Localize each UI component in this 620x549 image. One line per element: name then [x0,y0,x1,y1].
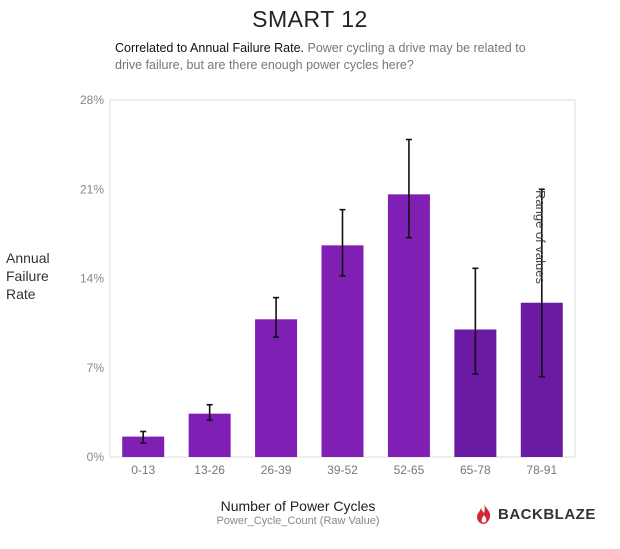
x-tick-label: 65-78 [460,463,491,477]
x-tick-label: 26-39 [261,463,292,477]
bar [255,319,298,457]
range-annotation: Range of values [533,190,548,284]
y-tick-label: 14% [80,272,104,286]
x-tick-label: 39-52 [327,463,358,477]
y-tick-label: 28% [80,93,104,107]
x-axis-label: Number of Power Cycles [220,498,376,514]
x-tick-label: 0-13 [131,463,155,477]
x-axis-sublabel: Power_Cycle_Count (Raw Value) [216,515,380,527]
flame-icon [477,504,491,524]
chart-title: SMART 12 [252,6,368,32]
bar [321,245,364,457]
y-tick-label: 7% [87,361,105,375]
chart-subtitle: Correlated to Annual Failure Rate. Power… [115,40,535,74]
x-tick-label: 13-26 [194,463,225,477]
bar [188,413,231,457]
subtitle-lead: Correlated to Annual Failure Rate. [115,41,304,55]
backblaze-logo: BACKBLAZE [474,503,596,525]
subtitle-rest: Power cycling a drive may be related to … [115,41,526,72]
bar [122,436,165,457]
y-tick-label: 0% [87,450,105,464]
y-tick-label: 21% [80,182,104,196]
x-tick-label: 52-65 [394,463,425,477]
x-tick-label: 78-91 [526,463,557,477]
y-axis-label: Annual Failure Rate [6,250,50,302]
logo-text: BACKBLAZE [498,505,596,523]
